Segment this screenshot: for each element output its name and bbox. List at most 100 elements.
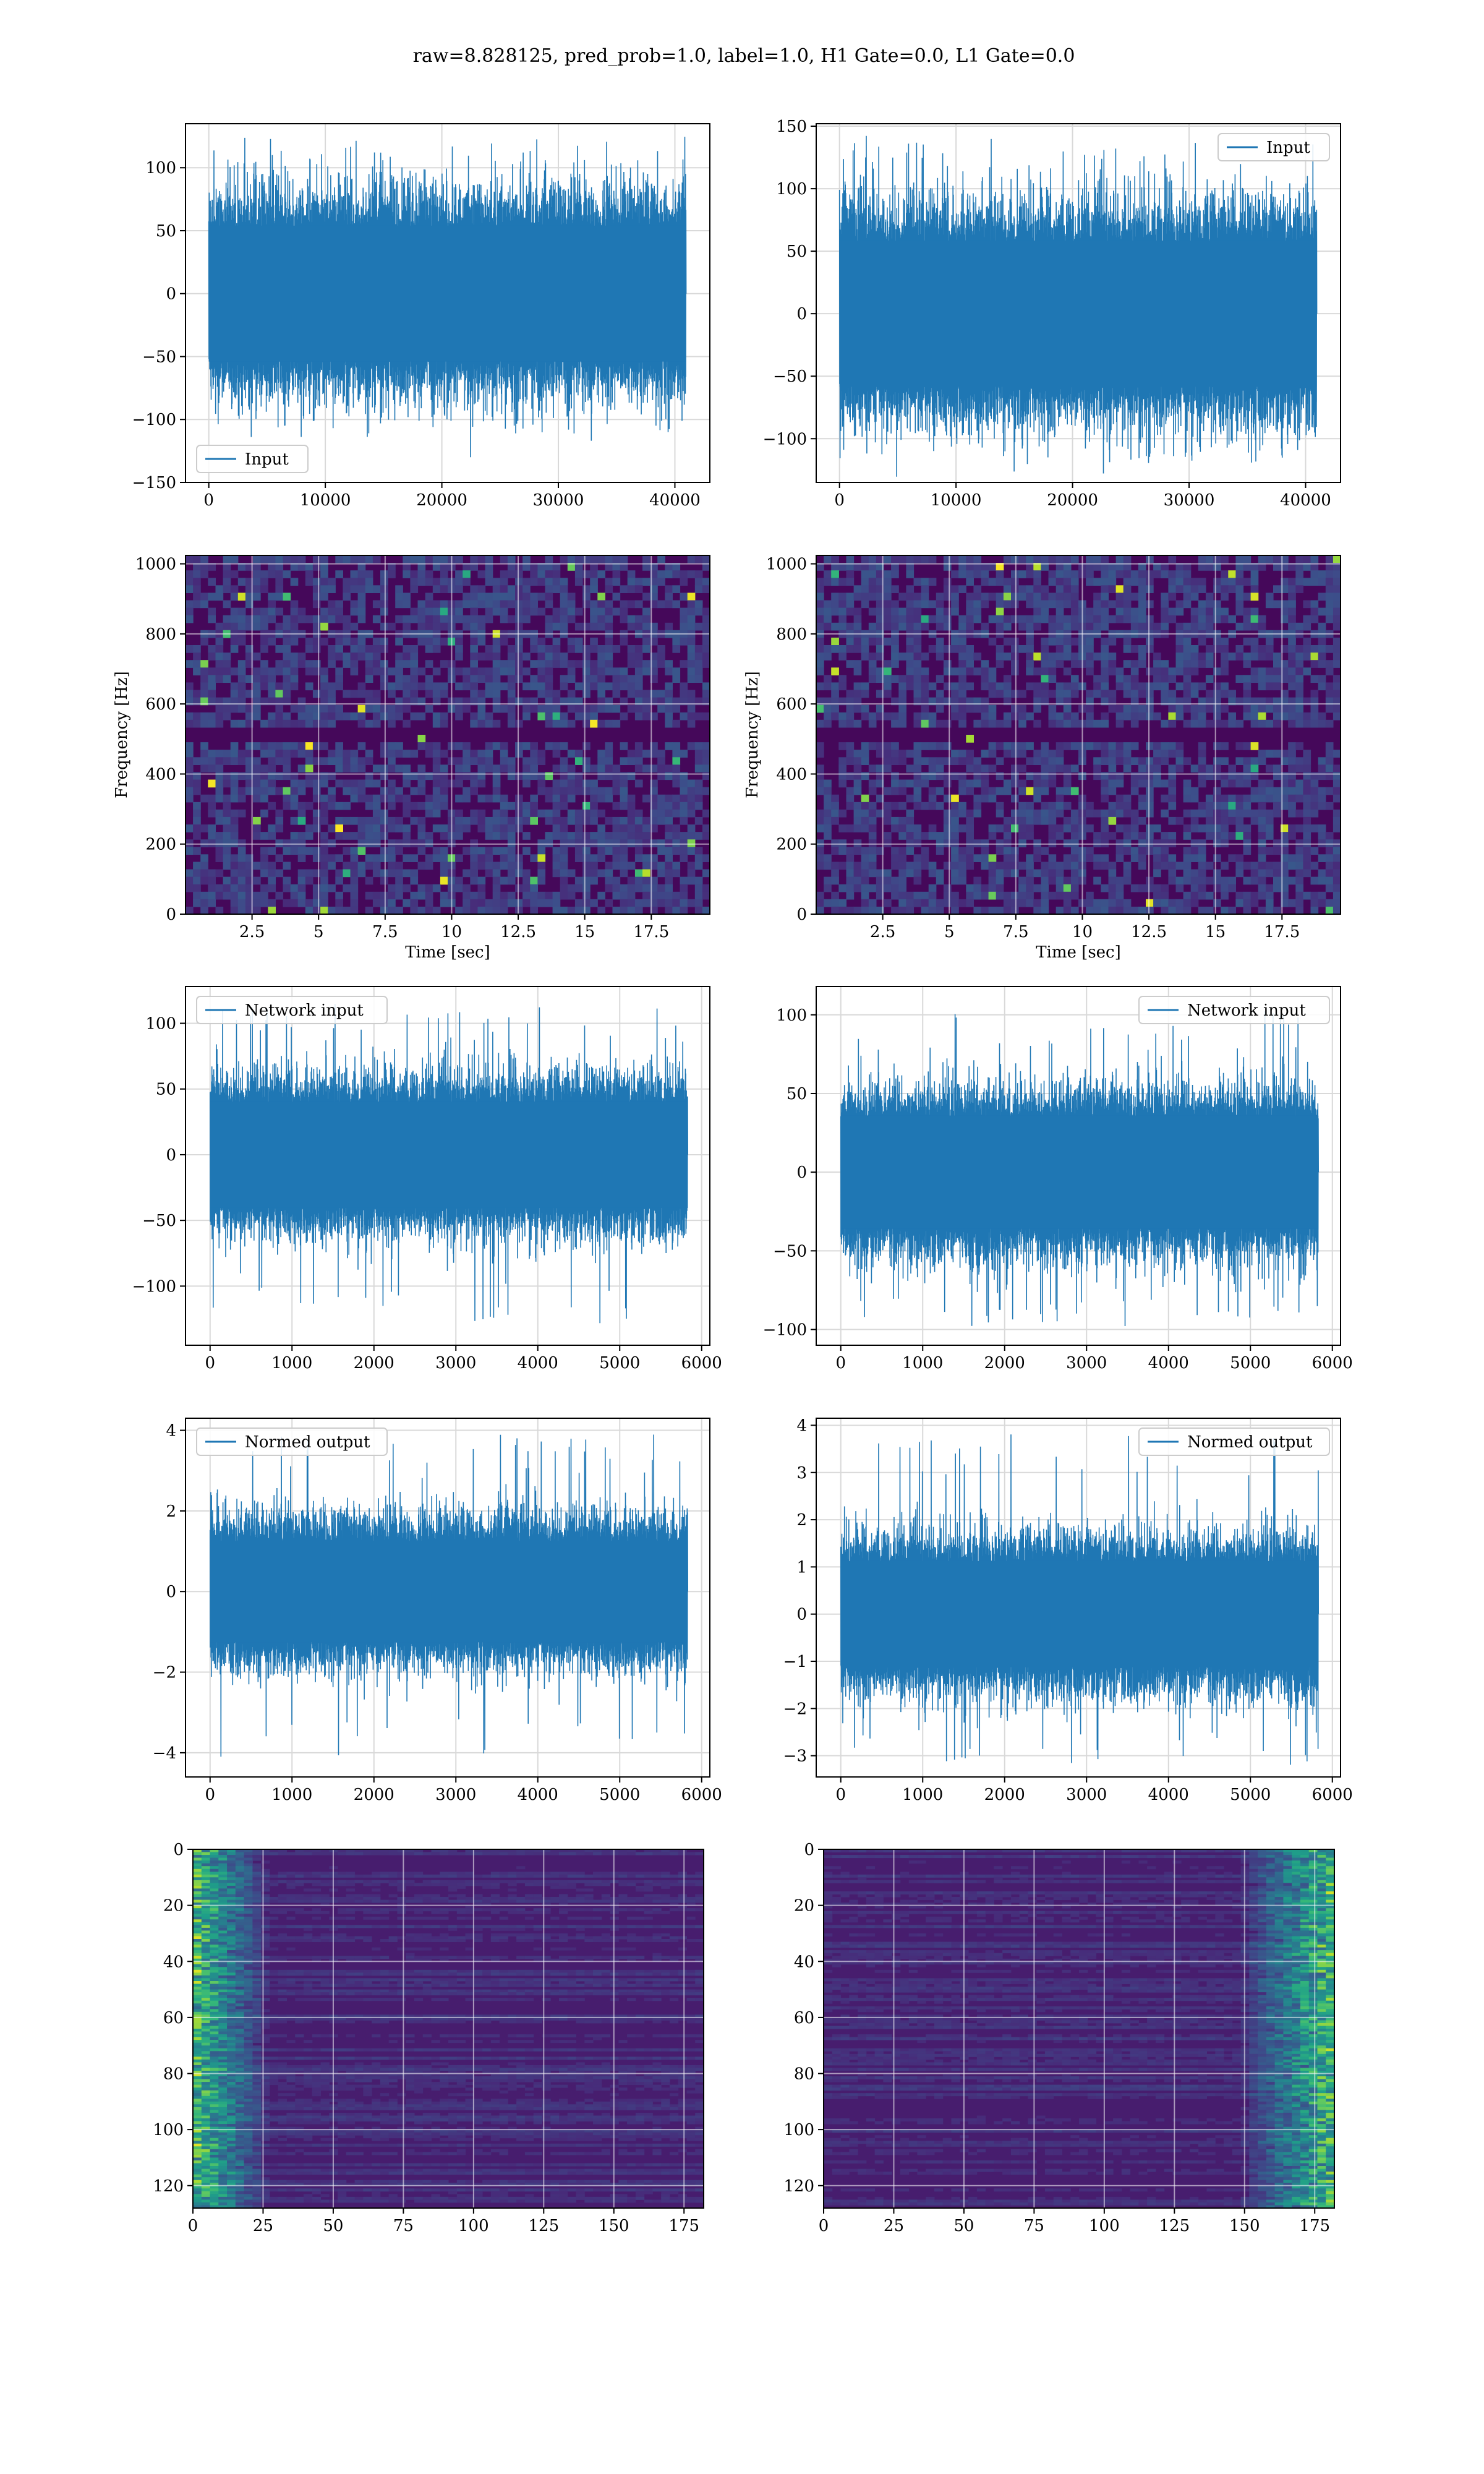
heatmap-cell bbox=[455, 884, 463, 892]
heatmap-cell bbox=[417, 607, 426, 616]
heatmap-cell bbox=[455, 712, 463, 721]
heatmap-cell bbox=[590, 802, 598, 810]
heatmap-cell bbox=[906, 653, 915, 661]
heatmap-cell bbox=[346, 1872, 356, 1875]
heatmap-cell bbox=[612, 824, 621, 833]
heatmap-cell bbox=[1123, 824, 1132, 833]
heatmap-cell bbox=[665, 682, 673, 691]
heatmap-cell bbox=[328, 884, 336, 892]
heatmap-cell bbox=[1310, 645, 1319, 653]
heatmap-cell bbox=[620, 615, 628, 623]
heatmap-cell bbox=[1101, 682, 1109, 691]
heatmap-cell bbox=[824, 607, 832, 616]
heatmap-cell bbox=[1070, 682, 1079, 691]
heatmap-cell bbox=[627, 832, 636, 840]
heatmap-cell bbox=[193, 1852, 202, 1856]
heatmap-cell bbox=[973, 653, 982, 661]
heatmap-cell bbox=[665, 570, 673, 578]
heatmap-cell bbox=[403, 682, 411, 691]
heatmap-cell bbox=[1190, 585, 1199, 593]
heatmap-cell bbox=[891, 570, 899, 578]
heatmap-cell bbox=[305, 660, 313, 668]
heatmap-cell bbox=[455, 653, 463, 661]
heatmap-cell bbox=[210, 1868, 219, 1872]
heatmap-cell bbox=[634, 899, 643, 907]
heatmap-cell bbox=[876, 637, 884, 646]
heatmap-cell bbox=[853, 757, 862, 765]
heatmap-cell bbox=[328, 704, 336, 713]
heatmap-cell bbox=[193, 563, 201, 571]
heatmap-cell bbox=[365, 645, 373, 653]
heatmap-cell bbox=[230, 750, 239, 758]
heatmap-cell bbox=[1026, 563, 1034, 571]
heatmap-cell bbox=[230, 697, 239, 706]
heatmap-cell bbox=[612, 854, 621, 862]
heatmap-cell bbox=[372, 824, 381, 833]
heatmap-cell bbox=[305, 615, 313, 623]
heatmap-cell bbox=[966, 622, 974, 631]
heatmap-cell bbox=[260, 570, 268, 578]
heatmap-cell bbox=[515, 772, 523, 781]
heatmap-cell bbox=[846, 712, 855, 721]
heatmap-cell bbox=[1055, 593, 1064, 601]
heatmap-cell bbox=[702, 809, 710, 818]
heatmap-cell bbox=[936, 906, 944, 915]
heatmap-cell bbox=[665, 854, 673, 862]
heatmap-cell bbox=[1041, 764, 1049, 773]
heatmap-cell bbox=[1228, 816, 1236, 825]
heatmap-cell bbox=[665, 884, 673, 892]
heatmap-cell bbox=[397, 1849, 406, 1852]
heatmap-cell bbox=[1033, 600, 1041, 609]
heatmap-cell bbox=[397, 1872, 406, 1875]
heatmap-cell bbox=[237, 704, 246, 713]
heatmap-cell bbox=[1138, 704, 1146, 713]
heatmap-cell bbox=[1333, 772, 1341, 781]
heatmap-cell bbox=[237, 667, 246, 675]
heatmap-cell bbox=[951, 862, 959, 870]
heatmap-cell bbox=[1153, 742, 1161, 750]
heatmap-cell bbox=[1310, 712, 1319, 721]
heatmap-cell bbox=[876, 704, 884, 713]
heatmap-cell bbox=[1018, 719, 1026, 728]
heatmap-cell bbox=[824, 884, 832, 892]
heatmap-cell bbox=[1093, 906, 1101, 915]
heatmap-cell bbox=[380, 809, 388, 818]
heatmap-cell bbox=[346, 1874, 356, 1878]
heatmap-cell bbox=[522, 563, 531, 571]
heatmap-cell bbox=[672, 891, 681, 900]
heatmap-cell bbox=[853, 876, 862, 885]
heatmap-cell bbox=[694, 742, 703, 750]
heatmap-cell bbox=[235, 1874, 245, 1878]
heatmap-cell bbox=[1123, 645, 1132, 653]
heatmap-cell bbox=[1041, 757, 1049, 765]
heatmap-cell bbox=[320, 690, 328, 698]
heatmap-cell bbox=[891, 712, 899, 721]
heatmap-cell bbox=[567, 660, 576, 668]
heatmap-cell bbox=[1063, 697, 1072, 706]
heatmap-cell bbox=[474, 1874, 483, 1878]
heatmap-cell bbox=[824, 824, 832, 833]
heatmap-cell bbox=[492, 653, 501, 661]
heatmap-cell bbox=[1221, 906, 1229, 915]
heatmap-cell bbox=[884, 555, 892, 563]
y-tick-label: 0 bbox=[166, 905, 176, 924]
heatmap-cell bbox=[290, 637, 299, 646]
heatmap-cell bbox=[1175, 660, 1184, 668]
heatmap-cell bbox=[477, 622, 486, 631]
heatmap-cell bbox=[981, 884, 989, 892]
heatmap-cell bbox=[680, 787, 688, 795]
heatmap-cell bbox=[597, 570, 605, 578]
heatmap-cell bbox=[913, 719, 922, 728]
heatmap-cell bbox=[597, 809, 605, 818]
heatmap-cell bbox=[542, 1849, 551, 1852]
heatmap-cell bbox=[1258, 750, 1266, 758]
heatmap-cell bbox=[597, 906, 605, 915]
heatmap-cell bbox=[936, 869, 944, 878]
heatmap-cell bbox=[1288, 667, 1296, 675]
heatmap-cell bbox=[567, 1872, 576, 1875]
heatmap-cell bbox=[665, 832, 673, 840]
heatmap-cell bbox=[235, 1852, 245, 1856]
heatmap-cell bbox=[227, 1880, 236, 1883]
heatmap-cell bbox=[208, 645, 216, 653]
